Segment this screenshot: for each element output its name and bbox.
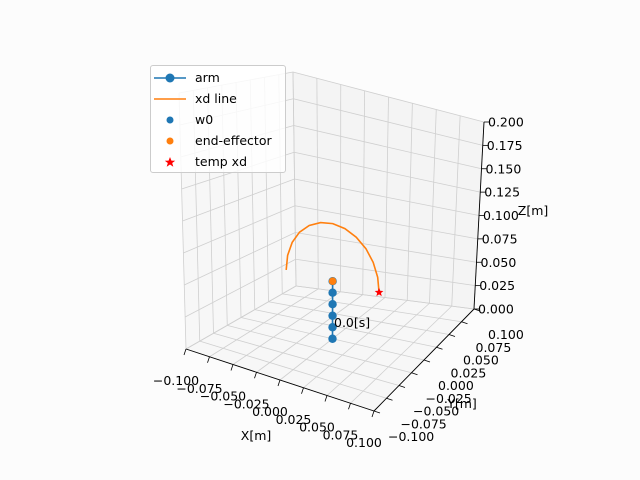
z-tick-label: 0.150	[486, 161, 522, 176]
legend-key-temp-xd	[164, 157, 176, 167]
grid-line-floor-x	[303, 300, 408, 389]
x-tick-label: −0.050	[200, 389, 246, 404]
legend-item-arm: arm	[151, 69, 287, 87]
y-tick	[411, 372, 418, 376]
grid-line-back-z	[294, 178, 480, 216]
y-tick	[461, 321, 468, 325]
y-tick	[386, 397, 393, 401]
grid-line-floor-y	[268, 301, 450, 335]
x-tick-label: 0.025	[276, 412, 312, 427]
z-tick-label: 0.200	[488, 115, 524, 130]
grid-line-back-z	[293, 98, 483, 146]
x-tick	[277, 379, 281, 387]
grid-line-floor-y	[295, 285, 475, 310]
series-xd-line	[285, 221, 380, 293]
y-tick	[373, 410, 381, 414]
legend-key-arm	[154, 73, 186, 83]
data-marks	[285, 221, 384, 343]
legend-label-end-effector: end-effector	[195, 133, 272, 148]
legend-item-temp-xd: temp xd	[151, 153, 287, 171]
legend-label-temp-xd: temp xd	[195, 154, 248, 169]
legend-item-xd-line: xd line	[151, 90, 287, 108]
x-tick	[230, 364, 234, 371]
y-tick-label: −0.075	[401, 416, 447, 431]
x-tick	[254, 372, 257, 379]
grid-line-floor-y	[282, 293, 462, 323]
y-tick-label: −0.025	[426, 391, 472, 406]
x-tick-label: 0.075	[323, 427, 359, 442]
y-tick-label: 0.025	[451, 365, 487, 380]
y-tick-label: 0.075	[476, 340, 512, 355]
x-tick-label: −0.025	[223, 396, 269, 411]
z-tick-label: 0.050	[481, 255, 517, 270]
y-tick-label: 0.050	[463, 353, 499, 368]
legend-label-w0: w0	[195, 112, 214, 127]
x-tick	[207, 356, 210, 363]
z-tick-label: 0.075	[482, 231, 518, 246]
y-tick	[423, 359, 431, 363]
x-tick-label: 0.100	[346, 435, 382, 450]
legend-key-xd-line	[154, 98, 186, 100]
temp-xd-marker	[374, 287, 384, 297]
end-effector-point	[328, 277, 337, 285]
tick-labels: −0.100 −0.100 0.000 −0.075 −0.075 0.025 −0.050…	[153, 115, 524, 451]
floor-pane	[186, 286, 474, 411]
grid-line-back-z	[292, 71, 485, 123]
y-tick-label: 0.100	[488, 327, 524, 342]
w0-point	[329, 335, 336, 343]
grid-line-back-z	[294, 151, 481, 193]
z-tick-label: 0.100	[483, 208, 519, 223]
grid-line-left-y	[292, 71, 297, 287]
grid-line-back-x	[406, 103, 413, 301]
y-tick	[398, 385, 406, 388]
arm-joint-marker	[328, 323, 337, 332]
legend-label-arm: arm	[195, 70, 220, 85]
x-tick	[371, 410, 375, 418]
x-tick-label: −0.100	[153, 373, 199, 388]
legend-key-end-effector	[166, 137, 174, 145]
y-tick-label: −0.100	[388, 429, 434, 444]
legend-item-end-effector: end-effector	[151, 132, 287, 150]
legend-key-w0	[166, 116, 174, 124]
grid-line-floor-x	[326, 302, 430, 396]
arm-joint-marker	[328, 311, 337, 320]
x-tick-label: 0.000	[252, 404, 288, 419]
y-tick	[473, 308, 481, 312]
x-tick-label: −0.075	[176, 381, 222, 396]
grid-line-back-z	[293, 125, 482, 170]
x-tick	[183, 348, 187, 356]
x-tick	[348, 403, 351, 410]
x-axis-label: X[m]	[241, 428, 272, 443]
legend: arm xd line w0 end-effector temp xd	[150, 65, 286, 173]
x-tick	[301, 387, 304, 394]
x-tick	[324, 395, 328, 402]
y-tick-label: −0.050	[413, 404, 459, 419]
y-tick	[436, 346, 443, 350]
x-tick-label: 0.050	[299, 420, 335, 435]
grid-line-left-z	[182, 178, 295, 222]
z-tick-label: 0.175	[487, 138, 523, 153]
z-axis-label: Z[m]	[518, 203, 549, 218]
z-tick-label: 0.000	[478, 302, 514, 317]
grid-line-back-x	[451, 115, 461, 307]
y-tick	[448, 334, 456, 337]
z-tick-label: 0.025	[479, 278, 515, 293]
grid-line-floor-y	[254, 309, 437, 348]
arm-joint-marker	[328, 300, 337, 309]
y-tick-label: 0.000	[438, 378, 474, 393]
y-axis-label: Y[m]	[446, 396, 477, 411]
legend-label-xd-line: xd line	[195, 91, 237, 106]
time-annotation: 0.0[s]	[334, 315, 370, 330]
legend-item-w0: w0	[151, 111, 287, 129]
grid-line-floor-x	[350, 305, 453, 404]
z-tick-label: 0.125	[484, 185, 520, 200]
arm-joint-marker	[328, 288, 337, 297]
grid-line-back-x	[429, 109, 437, 304]
